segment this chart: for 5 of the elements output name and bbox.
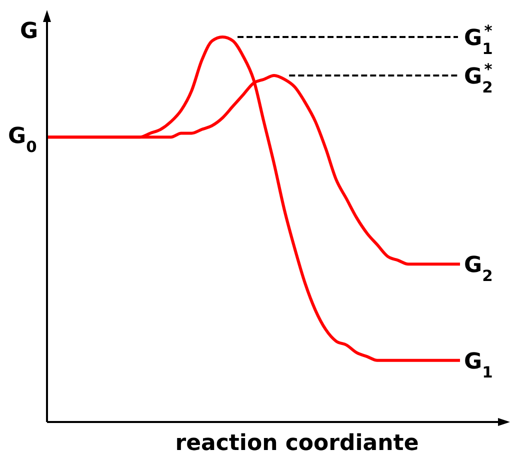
x-axis-title: reaction coordiante [175, 431, 419, 453]
series-label: G$_{1}$ [464, 349, 493, 382]
series-label: G$_{2}$ [464, 253, 493, 286]
text: G$_{0}$ [8, 124, 37, 156]
y-axis-title: G [20, 19, 38, 44]
